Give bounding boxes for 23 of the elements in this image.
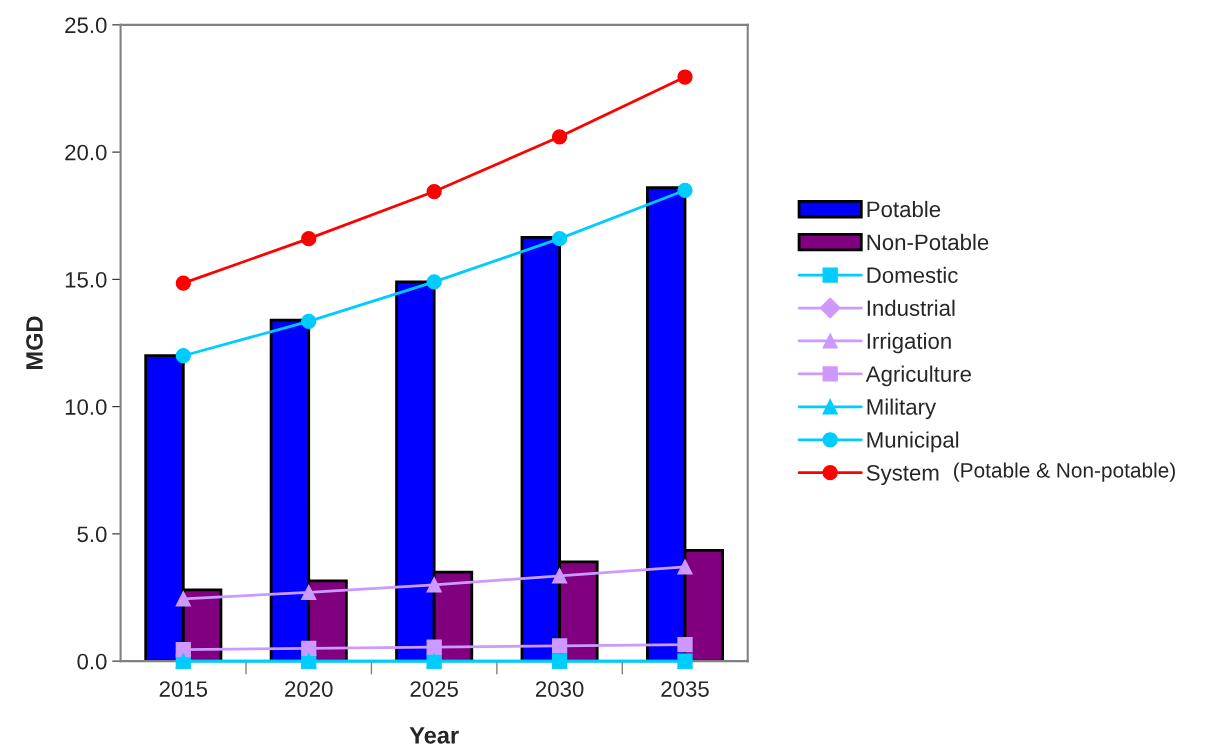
text: (Potable & Non-potable) xyxy=(954,462,1175,482)
y-tick-label: 5.0 xyxy=(77,526,107,543)
x-tick-label: 2015 xyxy=(159,681,208,697)
legend-label: Domestic xyxy=(867,266,958,284)
y-tick-label: 25.0 xyxy=(65,17,107,34)
legend-label: Irrigation xyxy=(867,332,951,354)
x-tick-label: 2020 xyxy=(285,681,333,697)
y-axis-title: MGD xyxy=(26,316,43,369)
y-tick-label: 0.0 xyxy=(77,653,107,670)
x-tick-label: 2030 xyxy=(535,681,584,697)
legend-label: System xyxy=(866,464,939,486)
y-tick-label: 20.0 xyxy=(65,144,107,161)
x-axis-title: Year xyxy=(409,727,459,744)
y-tick-label: 10.0 xyxy=(65,399,107,415)
x-tick-label: 2025 xyxy=(410,681,458,697)
legend-label: Agriculture xyxy=(865,365,971,387)
legend-label: Military xyxy=(867,398,937,420)
legend-label: Municipal xyxy=(867,431,959,453)
x-tick-label: 2035 xyxy=(661,681,709,697)
legend-label: Potable xyxy=(867,200,941,218)
y-tick-label: 15.0 xyxy=(65,271,107,288)
legend-label: Non-Potable xyxy=(867,233,989,251)
legend-label: Industrial xyxy=(867,299,955,317)
